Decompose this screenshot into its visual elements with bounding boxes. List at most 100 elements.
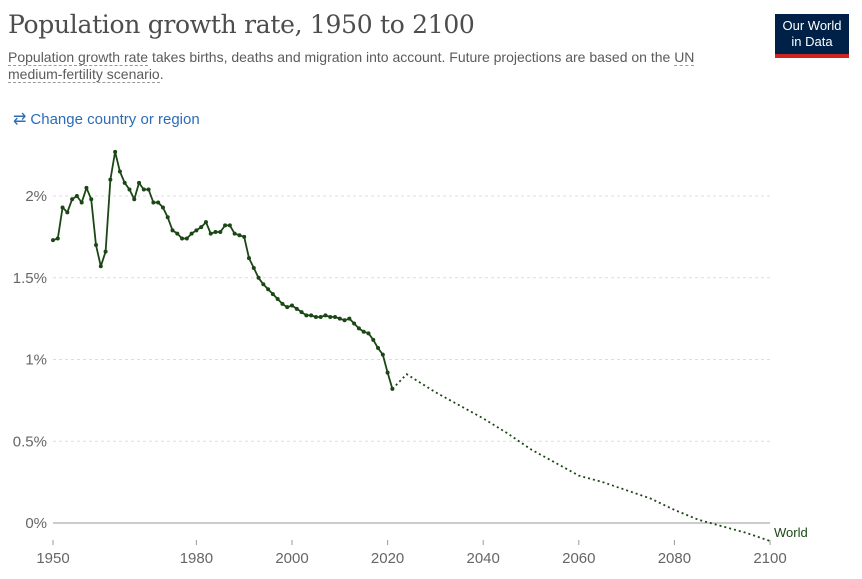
data-point[interactable] (65, 210, 70, 215)
x-tick-label: 2020 (371, 550, 404, 567)
logo-line-2: in Data (791, 34, 833, 49)
data-point[interactable] (304, 313, 309, 318)
series-line-estimates (52, 150, 394, 390)
data-point[interactable] (108, 177, 113, 182)
data-point[interactable] (156, 200, 161, 205)
data-point[interactable] (74, 194, 79, 198)
data-point[interactable] (94, 243, 99, 248)
data-point[interactable] (103, 249, 108, 254)
data-point[interactable] (165, 215, 170, 220)
swap-arrows-icon: ⇄ (13, 111, 27, 128)
y-tick-label: 2% (25, 188, 47, 205)
chart-title: Population growth rate, 1950 to 2100 (8, 10, 475, 39)
data-point[interactable] (237, 233, 242, 238)
data-point[interactable] (184, 236, 189, 241)
subtitle-scenario-link[interactable]: UN medium-fertility scenario (8, 49, 695, 83)
data-point[interactable] (70, 197, 75, 202)
data-point[interactable] (385, 370, 390, 375)
data-point[interactable] (294, 306, 299, 311)
data-point[interactable] (361, 329, 366, 334)
data-point[interactable] (89, 197, 94, 202)
series-label[interactable]: World (774, 525, 808, 540)
data-point[interactable] (218, 229, 223, 234)
data-point[interactable] (266, 287, 271, 292)
data-point[interactable] (84, 185, 89, 190)
data-point[interactable] (160, 205, 165, 210)
x-tick-label: 2080 (658, 550, 691, 567)
change-country-button[interactable]: ⇄ Change country or region (13, 109, 200, 129)
data-point[interactable] (189, 231, 194, 236)
chart-subtitle: Population growth rate takes births, dea… (8, 49, 748, 83)
data-point[interactable] (232, 231, 237, 236)
data-point[interactable] (371, 337, 376, 342)
data-point[interactable] (170, 228, 175, 233)
y-tick-label: 0% (25, 515, 47, 532)
change-country-label: Change country or region (30, 111, 200, 128)
data-point[interactable] (376, 346, 381, 351)
data-point[interactable] (380, 352, 385, 357)
data-point[interactable] (203, 220, 208, 225)
data-point[interactable] (323, 313, 328, 318)
data-point[interactable] (342, 318, 347, 323)
x-tick-label: 2000 (275, 550, 308, 567)
y-tick-label: 1% (25, 352, 47, 369)
data-point[interactable] (175, 231, 180, 236)
subtitle-end: . (159, 66, 164, 82)
data-point[interactable] (208, 231, 213, 236)
data-point[interactable] (242, 234, 247, 239)
data-point[interactable] (309, 313, 314, 318)
x-tick-label: 2060 (562, 550, 595, 567)
data-point[interactable] (328, 314, 333, 319)
data-point[interactable] (251, 265, 256, 270)
data-point[interactable] (285, 305, 290, 310)
data-point[interactable] (51, 238, 55, 243)
data-point[interactable] (180, 236, 185, 241)
data-point[interactable] (227, 223, 232, 228)
data-point[interactable] (261, 282, 266, 287)
x-tick-label: 1980 (180, 550, 213, 567)
data-point[interactable] (213, 229, 218, 234)
data-point[interactable] (356, 326, 361, 331)
data-point[interactable] (137, 180, 142, 185)
subtitle-definition-link[interactable]: Population growth rate (8, 49, 149, 66)
x-tick-label: 1950 (36, 550, 69, 567)
data-point[interactable] (199, 225, 204, 230)
series-line-projections (391, 373, 771, 542)
data-point[interactable] (352, 321, 357, 326)
data-point[interactable] (246, 256, 251, 261)
data-point[interactable] (194, 228, 199, 233)
data-point[interactable] (141, 187, 146, 192)
owid-logo[interactable]: Our World in Data (775, 14, 849, 58)
logo-line-1: Our World (782, 18, 842, 33)
data-point[interactable] (132, 197, 137, 202)
data-point[interactable] (280, 301, 285, 306)
data-point[interactable] (347, 316, 352, 321)
data-point[interactable] (151, 200, 156, 205)
data-point[interactable] (333, 314, 338, 319)
data-point[interactable] (299, 310, 304, 315)
data-point[interactable] (366, 331, 371, 336)
data-point[interactable] (256, 275, 261, 280)
x-tick-label: 2100 (753, 550, 786, 567)
y-tick-label: 0.5% (13, 433, 47, 450)
x-tick-label: 2040 (467, 550, 500, 567)
y-tick-label: 1.5% (13, 270, 47, 287)
data-point[interactable] (318, 314, 323, 319)
data-point[interactable] (290, 303, 294, 308)
subtitle-text: takes births, deaths and migration into … (148, 49, 675, 65)
data-point[interactable] (127, 187, 132, 192)
data-point[interactable] (60, 205, 65, 210)
data-point[interactable] (275, 297, 280, 302)
data-point[interactable] (79, 200, 84, 205)
data-point[interactable] (146, 187, 151, 192)
data-point[interactable] (113, 149, 118, 154)
data-point[interactable] (270, 292, 275, 297)
data-point[interactable] (122, 180, 127, 185)
data-point[interactable] (98, 264, 103, 269)
data-point[interactable] (55, 236, 60, 241)
data-point[interactable] (313, 314, 318, 319)
data-point[interactable] (117, 169, 122, 174)
data-point[interactable] (223, 223, 228, 228)
data-point[interactable] (337, 316, 342, 321)
